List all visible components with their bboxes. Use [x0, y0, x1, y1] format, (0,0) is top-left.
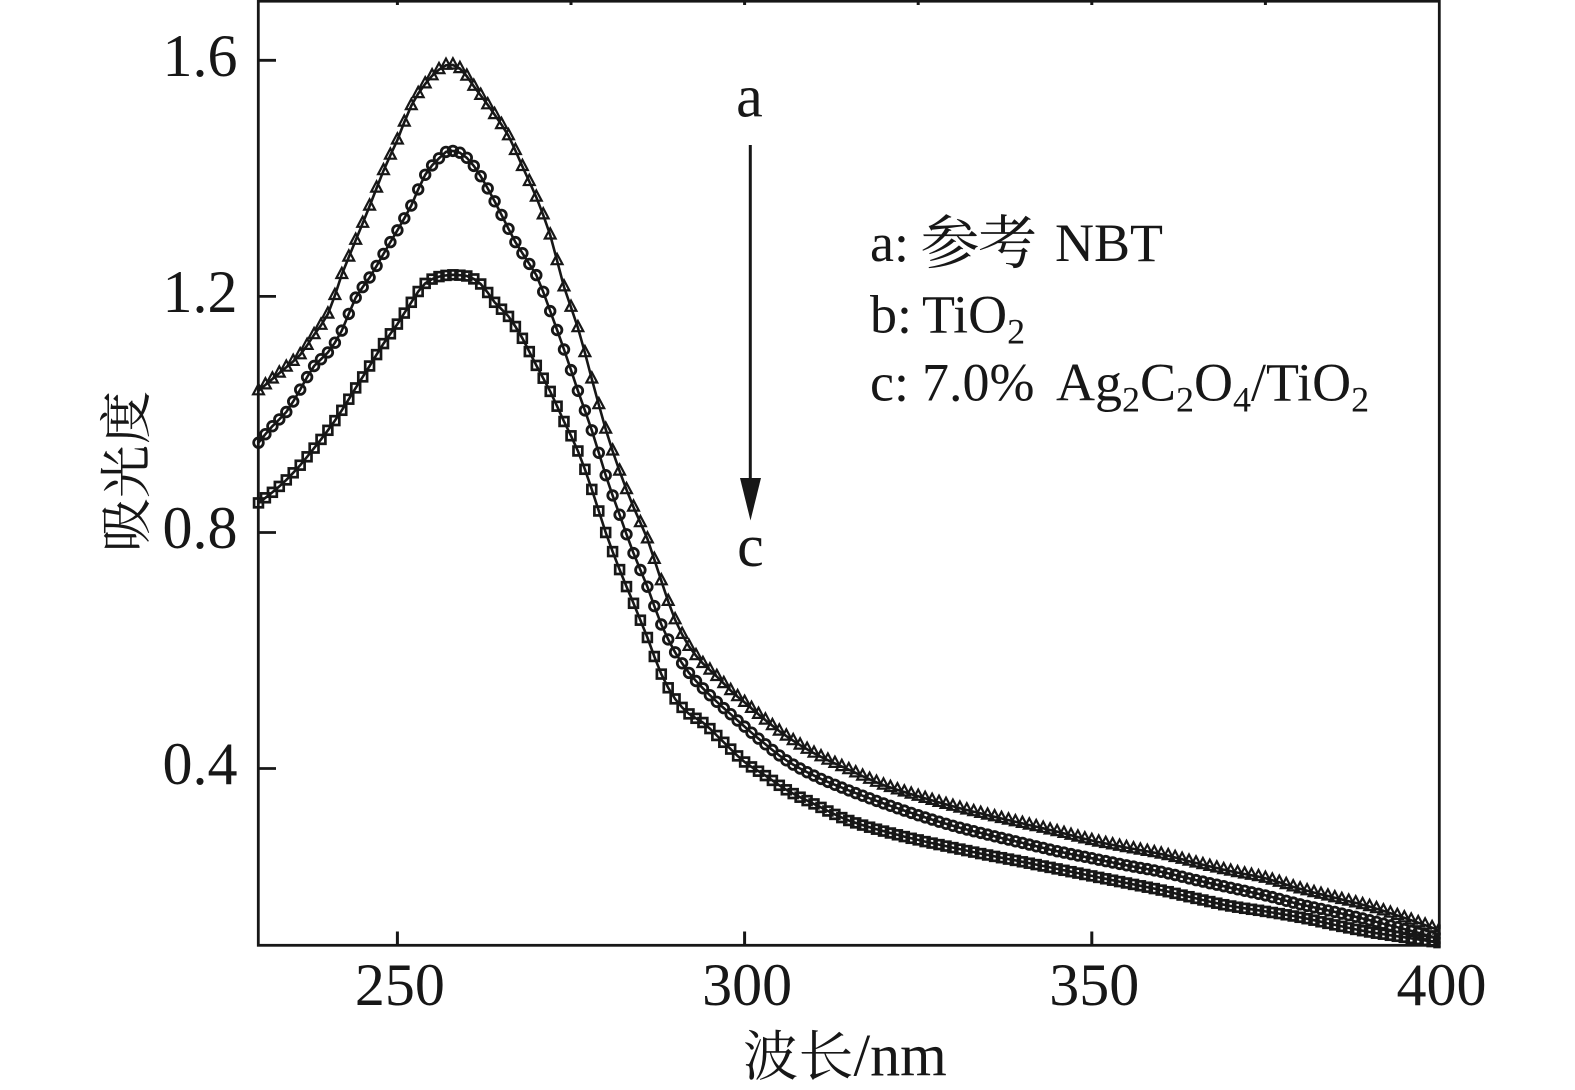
svg-text:NBT: NBT [1055, 213, 1163, 273]
svg-text:350: 350 [1049, 952, 1139, 1018]
svg-text:c:7.0%Ag2C2O4/TiO2: c: 7.0% Ag2C2O4/TiO2 [870, 353, 1369, 420]
svg-text:400: 400 [1397, 952, 1487, 1018]
svg-text:a:: a: [870, 213, 909, 273]
svg-text:0.4: 0.4 [163, 731, 238, 797]
svg-text:b:TiO2: b: TiO2 [870, 285, 1025, 352]
svg-text:1.6: 1.6 [163, 23, 238, 89]
svg-text:1.2: 1.2 [163, 259, 238, 325]
svg-text:c: c [737, 513, 764, 579]
svg-text:300: 300 [702, 952, 792, 1018]
svg-text:0.8: 0.8 [163, 495, 238, 561]
svg-text:a: a [736, 64, 763, 130]
svg-text:250: 250 [355, 952, 445, 1018]
svg-text:/nm: /nm [854, 1023, 947, 1089]
